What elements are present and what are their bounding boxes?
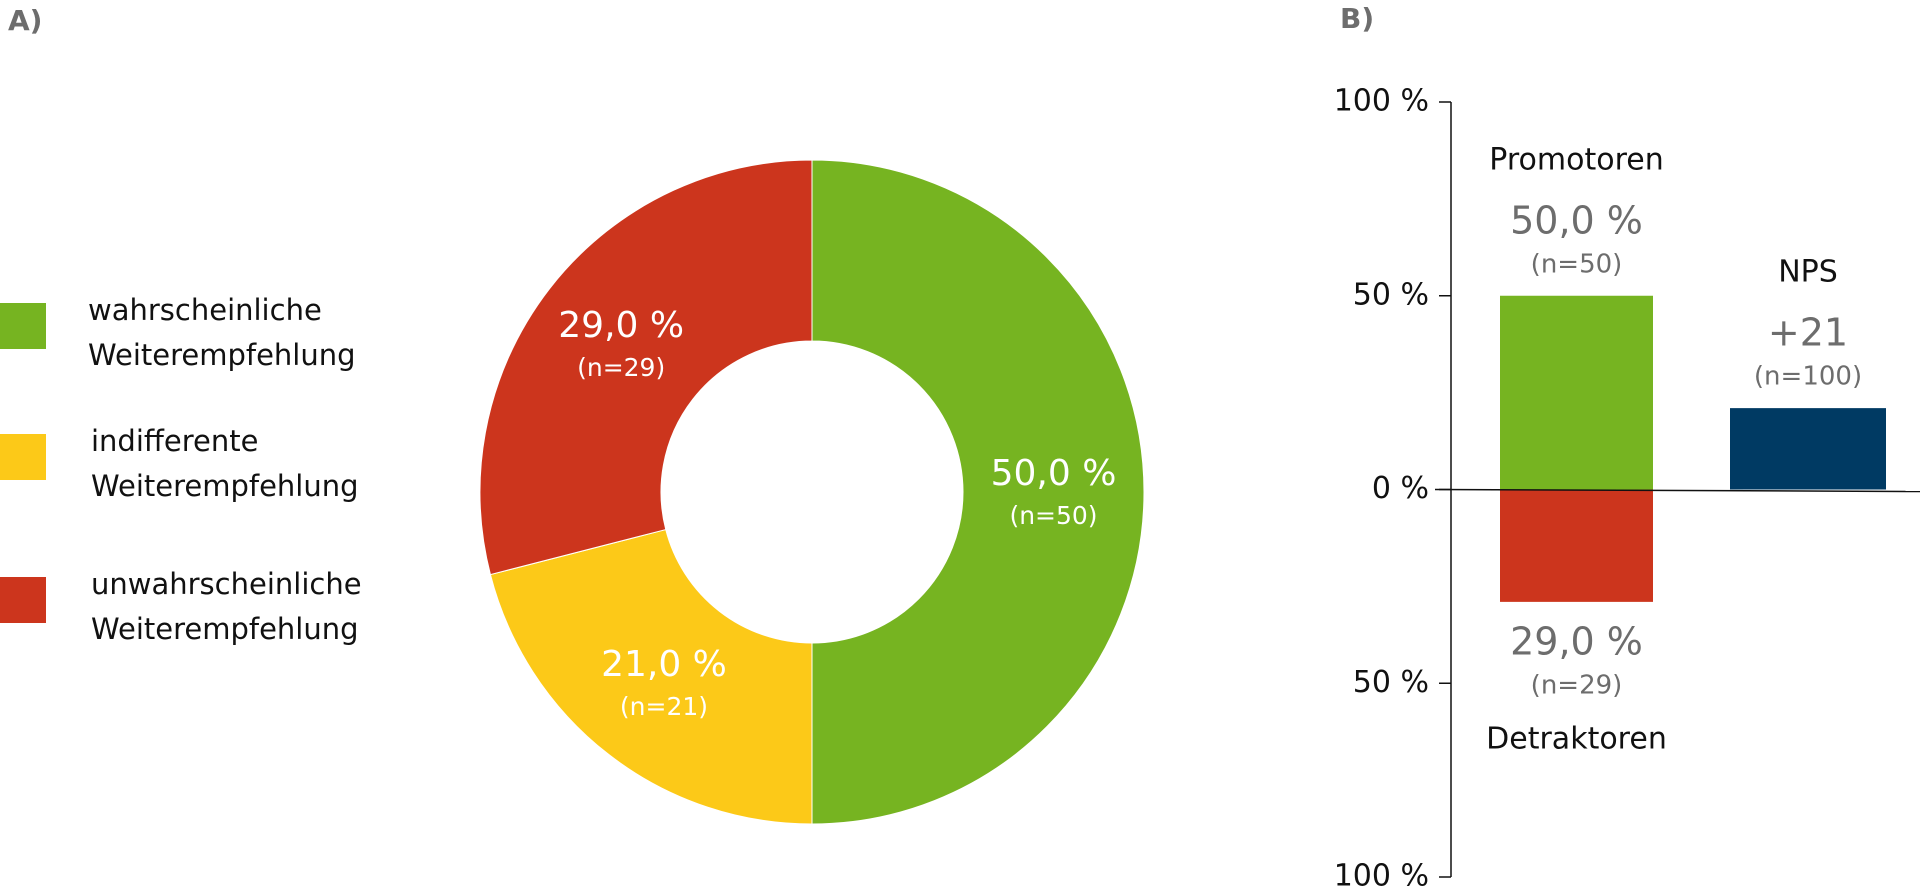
donut-segment bbox=[811, 159, 1145, 825]
panel-label: B) bbox=[1340, 2, 1374, 35]
y-tick-label: 100 % bbox=[1334, 84, 1429, 119]
donut-segment bbox=[479, 159, 813, 576]
bar-name: Detraktoren bbox=[1486, 721, 1667, 756]
legend-swatch bbox=[0, 434, 46, 480]
bar bbox=[1500, 489, 1653, 602]
n-label: (n=100) bbox=[1754, 362, 1862, 392]
bar-name: NPS bbox=[1778, 255, 1838, 290]
n-label: (n=29) bbox=[1531, 670, 1623, 700]
n-label: (n=50) bbox=[1531, 249, 1623, 279]
value-label: 29,0 % bbox=[558, 305, 684, 346]
n-label: (n=29) bbox=[577, 353, 665, 382]
bar bbox=[1500, 295, 1653, 490]
zero-line bbox=[1434, 488, 1920, 493]
n-label: (n=50) bbox=[1009, 501, 1097, 530]
donut-segment bbox=[489, 528, 813, 825]
value-label: 50,0 % bbox=[991, 453, 1117, 494]
legend-swatch bbox=[0, 303, 46, 349]
bar-name: Promotoren bbox=[1489, 142, 1663, 177]
panel-label: A) bbox=[8, 4, 42, 37]
value-label: 21,0 % bbox=[601, 644, 727, 685]
value-label: +21 bbox=[1768, 311, 1848, 355]
y-tick-label: 50 % bbox=[1353, 665, 1429, 700]
legend-label: indifferente Weiterempfehlung bbox=[91, 424, 359, 503]
value-label: 29,0 % bbox=[1510, 619, 1643, 663]
legend-label: wahrscheinliche Weiterempfehlung bbox=[88, 293, 356, 372]
y-tick-label: 100 % bbox=[1334, 859, 1429, 891]
legend-swatch bbox=[0, 577, 46, 623]
n-label: (n=21) bbox=[620, 692, 708, 721]
legend-label: unwahrscheinliche Weiterempfehlung bbox=[91, 567, 362, 646]
y-tick-label: 50 % bbox=[1353, 277, 1429, 312]
bar bbox=[1730, 408, 1886, 490]
value-label: 50,0 % bbox=[1510, 198, 1643, 242]
y-tick-label: 0 % bbox=[1372, 471, 1429, 506]
